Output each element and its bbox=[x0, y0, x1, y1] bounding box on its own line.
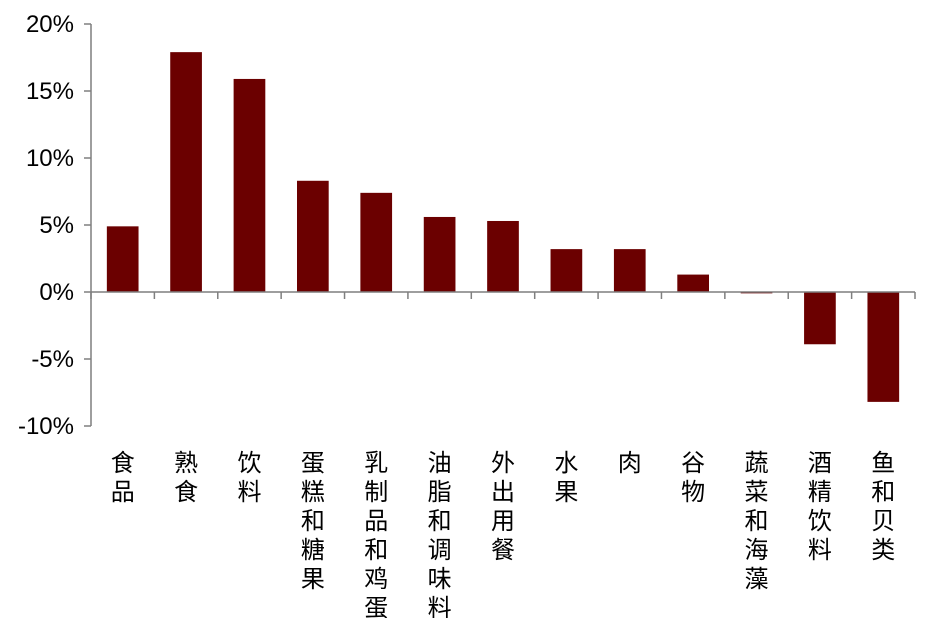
bars bbox=[106, 52, 900, 402]
category-label: 蛋糕和糖果 bbox=[301, 449, 325, 593]
category-label: 谷物 bbox=[681, 449, 705, 506]
bar bbox=[297, 180, 329, 292]
bar bbox=[487, 220, 519, 292]
bar bbox=[867, 292, 900, 402]
bar bbox=[170, 52, 202, 292]
y-tick-label: -5% bbox=[31, 346, 74, 373]
category-label: 油脂和调味料 bbox=[428, 449, 452, 618]
bar bbox=[233, 78, 266, 292]
y-tick-label: 5% bbox=[39, 212, 74, 239]
category-label: 水果 bbox=[554, 449, 578, 506]
y-tick-label: 0% bbox=[39, 279, 74, 306]
x-axis bbox=[90, 291, 916, 299]
y-tick-label: 20% bbox=[26, 11, 74, 38]
category-label: 蔬菜和海藻 bbox=[745, 449, 769, 593]
bar bbox=[613, 249, 646, 292]
category-label: 酒精饮料 bbox=[808, 449, 832, 564]
category-label: 鱼和贝类 bbox=[871, 449, 895, 564]
y-tick-label: 15% bbox=[26, 78, 74, 105]
bar bbox=[550, 249, 583, 292]
bar bbox=[677, 274, 709, 292]
bar bbox=[423, 216, 456, 292]
category-label: 饮料 bbox=[237, 449, 261, 506]
category-label: 食品 bbox=[111, 449, 135, 506]
y-axis: -10% -5% 0% 5% 10% 15% 20% bbox=[18, 11, 92, 440]
bar bbox=[360, 192, 393, 292]
category-label: 熟食 bbox=[174, 449, 198, 506]
bar bbox=[804, 292, 836, 345]
category-label: 乳制品和鸡蛋 bbox=[364, 449, 388, 618]
category-label: 外出用餐 bbox=[491, 449, 515, 564]
bar bbox=[106, 226, 139, 292]
y-tick-label: -10% bbox=[18, 413, 74, 440]
y-tick-label: 10% bbox=[26, 145, 74, 172]
category-label: 肉 bbox=[618, 449, 642, 477]
